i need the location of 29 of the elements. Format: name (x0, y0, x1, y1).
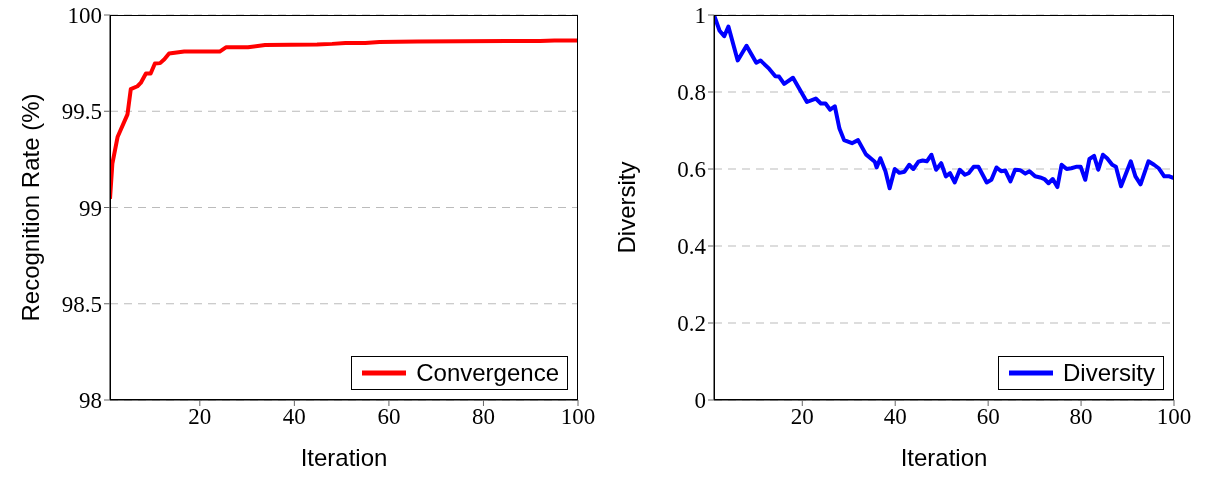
y-tick-label: 0.6 (677, 157, 706, 183)
x-tick-label: 60 (377, 404, 401, 430)
y-tick-label: 99.5 (61, 99, 102, 125)
x-tick-label: 80 (471, 404, 495, 430)
y-tick-label: 98 (79, 388, 102, 414)
legend-label: Diversity (1062, 359, 1155, 387)
x-tick-label: 40 (883, 404, 907, 430)
y-axis-title: Recognition Rate (%) (16, 93, 44, 322)
x-tick-label: 100 (560, 404, 596, 430)
y-tick-label: 0.8 (677, 80, 706, 106)
y-tick-label: 98.5 (61, 291, 102, 317)
y-tick-label: 1 (694, 3, 706, 29)
x-tick-label: 20 (188, 404, 212, 430)
y-tick-label: 0.4 (677, 234, 707, 260)
x-tick-label: 100 (1156, 404, 1192, 430)
legend-label: Convergence (416, 359, 559, 387)
y-tick-label: 0 (694, 388, 706, 414)
x-tick-label: 60 (976, 404, 1000, 430)
x-tick-label: 40 (282, 404, 306, 430)
x-tick-label: 20 (790, 404, 814, 430)
line-series (714, 15, 1174, 191)
y-axis-title: Diversity (612, 161, 640, 254)
x-tick-label: 80 (1069, 404, 1093, 430)
y-tick-label: 0.2 (677, 311, 706, 337)
line-series (110, 38, 578, 201)
x-axis-title: Iteration (900, 444, 988, 471)
y-tick-label: 100 (67, 3, 102, 29)
y-tick-label: 99 (79, 195, 102, 221)
x-axis-title: Iteration (300, 444, 388, 471)
